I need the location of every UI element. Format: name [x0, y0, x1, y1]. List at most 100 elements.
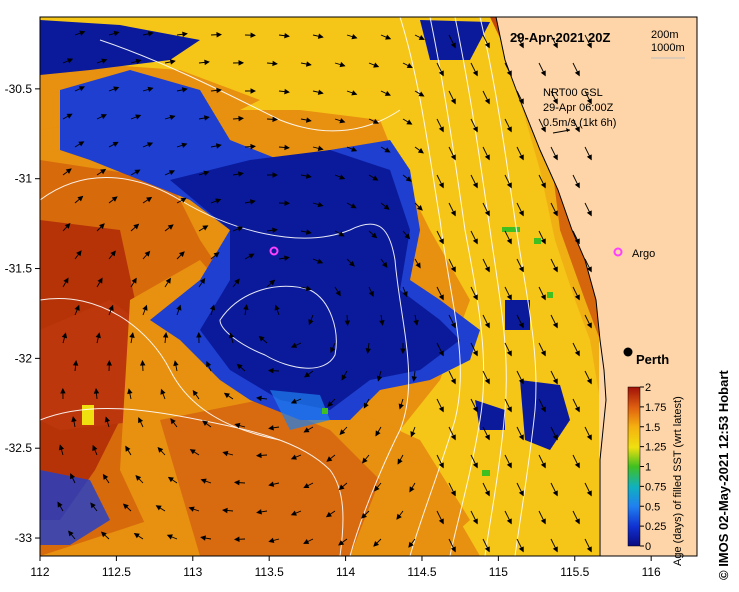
current-arrow-head: [134, 169, 141, 175]
y-tick-label: -31.5: [5, 262, 33, 276]
current-arrow-head: [325, 511, 332, 518]
current-arrow-head: [61, 332, 68, 339]
current-arrow-head: [518, 490, 524, 497]
current-arrow-head: [160, 388, 166, 395]
colorbar-tick-label: 2: [645, 382, 651, 394]
colorbar-label: Age (days) of filled SST (wrt latest): [672, 396, 684, 566]
current-arrow-head: [284, 88, 290, 95]
current-arrow-head: [518, 322, 524, 329]
current-arrow-head: [147, 86, 154, 93]
current-arrow-head: [67, 58, 74, 64]
current-arrow-head: [413, 319, 419, 326]
current-arrow-head: [228, 332, 235, 339]
current-arrow-head: [127, 388, 133, 395]
current-arrow-head: [472, 182, 478, 189]
current-arrow-head: [58, 444, 65, 451]
current-arrow-head: [272, 227, 278, 233]
current-arrow-head: [192, 389, 199, 397]
current-arrow-head: [76, 250, 82, 257]
perth-city-icon: [623, 347, 633, 357]
current-arrow-head: [256, 395, 262, 402]
current-arrow-head: [450, 210, 456, 217]
current-arrow-head: [169, 59, 176, 65]
current-arrow-head: [268, 537, 275, 544]
current-arrow-head: [196, 331, 202, 338]
current-arrow-head: [376, 375, 383, 382]
current-arrow-head: [484, 266, 490, 273]
current-arrow-head: [181, 142, 188, 148]
current-arrow-head: [250, 143, 256, 150]
current-arrow-head: [384, 90, 391, 96]
x-tick-label: 114.5: [407, 565, 436, 579]
current-arrow-head: [540, 70, 546, 77]
current-arrow-head: [330, 346, 336, 354]
current-arrow-head: [472, 462, 478, 469]
x-tick-label: 112.5: [102, 565, 131, 579]
current-arrow-head: [305, 117, 312, 123]
current-arrow-head: [438, 126, 444, 133]
current-arrow-head: [586, 98, 592, 105]
current-arrow-head: [234, 536, 240, 542]
current-arrow-head: [157, 446, 164, 453]
current-arrow-head: [181, 87, 188, 93]
current-arrow-head: [410, 431, 416, 438]
current-arrow-head: [189, 449, 196, 455]
current-arrow-head: [71, 416, 77, 423]
current-arrow-head: [202, 225, 209, 231]
current-arrow-head: [339, 429, 346, 436]
argo-legend-icon: [613, 247, 623, 257]
current-arrow-head: [418, 35, 425, 40]
current-arrow-head: [586, 546, 592, 553]
current-arrow-head: [339, 174, 346, 180]
current-arrow-head: [438, 462, 444, 469]
current-arrow-head: [284, 200, 291, 206]
land-mass: [496, 17, 697, 556]
current-arrow-head: [284, 144, 290, 151]
current-arrow-head: [206, 361, 212, 368]
current-arrow-head: [506, 350, 512, 357]
current-arrow-head: [202, 420, 209, 426]
current-arrow-head: [363, 402, 369, 409]
current-arrow-head: [350, 203, 357, 209]
colorbar-tick-label: 1.75: [645, 402, 666, 414]
current-arrow-head: [518, 266, 524, 273]
current-arrow-head: [450, 434, 456, 441]
current-arrow-head: [552, 322, 558, 329]
current-arrow-head: [506, 406, 512, 413]
current-arrow-head: [234, 479, 240, 486]
y-tick-label: -33: [15, 531, 33, 545]
current-arrow-head: [250, 88, 257, 94]
current-arrow-head: [484, 434, 490, 441]
contour-legend-1000m: 1000m: [651, 42, 685, 54]
current-arrow-head: [472, 294, 478, 301]
current-arrow-head: [552, 490, 558, 497]
current-arrow-head: [188, 506, 195, 512]
current-arrow-head: [406, 63, 413, 68]
current-arrow-head: [203, 170, 210, 176]
current-arrow-head: [438, 294, 444, 301]
current-arrow-head: [402, 291, 408, 298]
current-arrow-head: [450, 154, 456, 161]
colorbar-tick-label: 1.5: [645, 422, 660, 434]
current-arrow-head: [305, 61, 312, 67]
current-arrow-head: [484, 98, 490, 105]
current-arrow-head: [272, 60, 278, 67]
current-arrow-head: [308, 319, 314, 326]
current-arrow-head: [135, 475, 142, 481]
current-arrow-head: [484, 546, 490, 553]
current-arrow-head: [272, 116, 278, 123]
current-arrow-head: [108, 304, 114, 311]
credit-text: © IMOS 02-May-2021 12:53 Hobart: [716, 370, 731, 580]
x-tick-label: 113.5: [255, 565, 284, 579]
current-arrow-head: [169, 114, 176, 121]
current-arrow-head: [243, 304, 249, 310]
current-arrow-head: [238, 115, 244, 122]
current-arrow-head: [256, 452, 262, 459]
current-arrow-head: [268, 481, 275, 487]
current-arrow-head: [518, 154, 524, 161]
current-arrow-head: [396, 513, 402, 520]
x-tick-label: 115.5: [560, 565, 589, 579]
current-arrow-head: [484, 210, 490, 217]
current-arrow-head: [472, 350, 478, 357]
current-arrow-head: [79, 30, 86, 36]
